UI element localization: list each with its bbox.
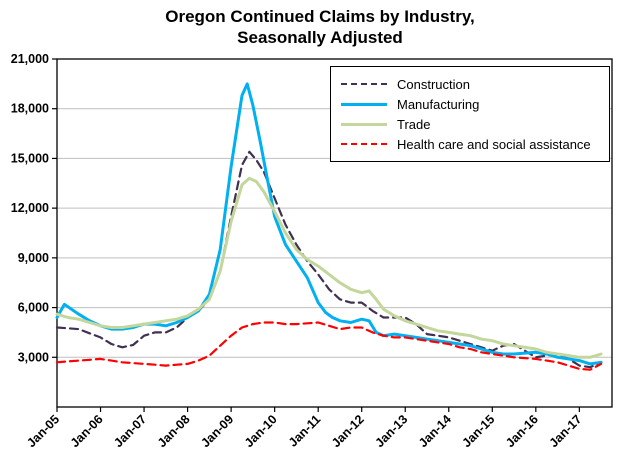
y-tick-label: 3,000 [18, 350, 49, 364]
y-tick-label: 21,000 [11, 52, 49, 66]
legend-line-sample-health-care-and-social-assistance [341, 143, 387, 145]
series-line-construction [55, 150, 603, 369]
x-tick-label: Jan-06 [68, 412, 106, 450]
legend-line-sample-manufacturing [341, 102, 387, 106]
x-tick-label: Jan-09 [198, 412, 236, 450]
x-tick-label: Jan-08 [155, 412, 193, 450]
series-line-health-care-and-social-assistance [55, 321, 603, 371]
x-tick-label: Jan-05 [24, 412, 62, 450]
legend-item-trade: Trade [341, 114, 599, 134]
legend-line-sample-construction [341, 83, 387, 85]
x-tick-label: Jan-14 [416, 412, 454, 450]
legend-line-sample-trade [341, 122, 387, 126]
legend-label-manufacturing: Manufacturing [397, 96, 480, 112]
y-tick-label: 12,000 [11, 201, 49, 215]
x-tick-label: Jan-11 [286, 412, 323, 449]
y-tick-label: 15,000 [11, 151, 49, 165]
x-tick-label: Jan-15 [460, 412, 498, 450]
y-tick-label: 6,000 [18, 301, 49, 315]
chart-title: Oregon Continued Claims by Industry, Sea… [0, 6, 640, 48]
series-line-trade [55, 176, 603, 359]
legend-item-construction: Construction [341, 74, 599, 94]
chart-legend: Construction Manufacturing Trade Health car… [330, 66, 610, 162]
legend-label-trade: Trade [397, 116, 431, 132]
legend-label-construction: Construction [397, 76, 470, 92]
x-tick-label: Jan-07 [111, 412, 149, 450]
legend-item-manufacturing: Manufacturing [341, 94, 599, 114]
chart-title-line2: Seasonally Adjusted [237, 28, 403, 47]
x-tick-label: Jan-10 [242, 412, 280, 450]
y-tick-label: 18,000 [11, 102, 49, 116]
legend-label-health-care-and-social-assistance: Health care and social assistance [397, 136, 591, 152]
x-tick-label: Jan-17 [547, 412, 585, 450]
plot-border [56, 58, 613, 408]
x-tick-label: Jan-16 [503, 412, 541, 450]
y-tick-label: 9,000 [18, 251, 49, 265]
chart-title-line1: Oregon Continued Claims by Industry, [165, 7, 475, 26]
x-tick-label: Jan-12 [329, 412, 367, 450]
x-tick-label: Jan-13 [372, 412, 410, 450]
legend-item-health-care-and-social-assistance: Health care and social assistance [341, 134, 599, 154]
